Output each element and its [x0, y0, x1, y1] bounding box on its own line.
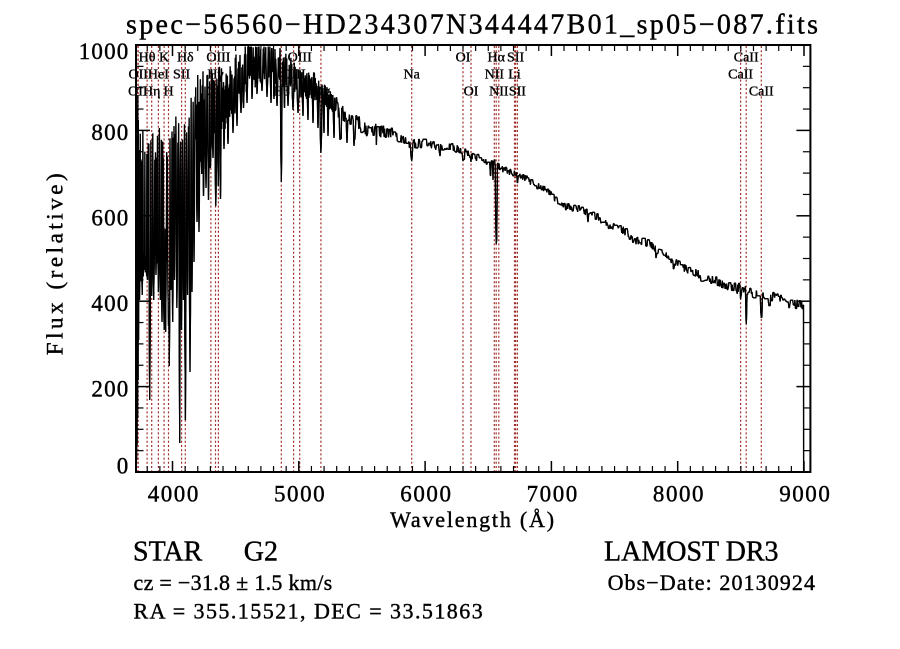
svg-text:Obs−Date: 20130924: Obs−Date: 20130924 — [608, 570, 816, 595]
svg-text:SII: SII — [173, 68, 190, 83]
svg-text:9000: 9000 — [779, 482, 831, 507]
svg-text:RA = 355.15521, DEC = 33.5186: RA = 355.15521, DEC = 33.51863 — [134, 599, 485, 624]
svg-text:OII: OII — [128, 85, 148, 100]
svg-text:HeI: HeI — [148, 68, 169, 83]
svg-text:600: 600 — [91, 206, 129, 231]
svg-text:OI: OI — [464, 85, 479, 100]
svg-text:spec−56560−HD234307N344447B01_: spec−56560−HD234307N344447B01_sp05−087.f… — [126, 10, 820, 41]
svg-text:cz = −31.8 ± 1.5 km/s: cz = −31.8 ± 1.5 km/s — [134, 570, 333, 595]
svg-text:SII: SII — [509, 85, 526, 100]
svg-text:NII: NII — [489, 85, 509, 100]
svg-text:SII: SII — [507, 51, 524, 66]
svg-text:Na: Na — [404, 68, 421, 83]
svg-text:Hδ: Hδ — [177, 51, 194, 66]
svg-text:STAR: STAR — [133, 537, 203, 568]
svg-text:Wavelength (Å): Wavelength (Å) — [390, 507, 556, 532]
svg-text:NII: NII — [485, 68, 505, 83]
svg-text:Hθ: Hθ — [139, 51, 156, 66]
svg-text:7000: 7000 — [527, 482, 579, 507]
svg-text:200: 200 — [91, 377, 129, 402]
svg-text:800: 800 — [91, 120, 129, 145]
svg-text:OI: OI — [456, 51, 471, 66]
svg-text:Hα: Hα — [487, 51, 505, 66]
svg-text:OIII: OIII — [288, 51, 312, 66]
svg-text:Hη: Hη — [143, 85, 160, 100]
svg-text:CaII: CaII — [728, 68, 753, 83]
svg-text:Li: Li — [508, 68, 521, 83]
svg-text:OIII: OIII — [206, 51, 230, 66]
svg-text:6000: 6000 — [400, 482, 452, 507]
svg-text:H: H — [163, 85, 173, 100]
svg-text:LAMOST DR3: LAMOST DR3 — [604, 537, 779, 568]
svg-text:8000: 8000 — [653, 482, 705, 507]
svg-text:Flux (relative): Flux (relative) — [43, 170, 68, 355]
svg-text:0: 0 — [117, 453, 130, 478]
svg-text:K: K — [159, 51, 169, 66]
svg-text:4000: 4000 — [148, 482, 200, 507]
svg-text:G2: G2 — [244, 537, 278, 568]
svg-text:CaII: CaII — [734, 51, 759, 66]
svg-text:400: 400 — [91, 291, 129, 316]
svg-text:OII: OII — [128, 68, 148, 83]
svg-text:5000: 5000 — [274, 482, 326, 507]
svg-text:1000: 1000 — [79, 39, 130, 64]
svg-text:CaII: CaII — [749, 85, 774, 100]
